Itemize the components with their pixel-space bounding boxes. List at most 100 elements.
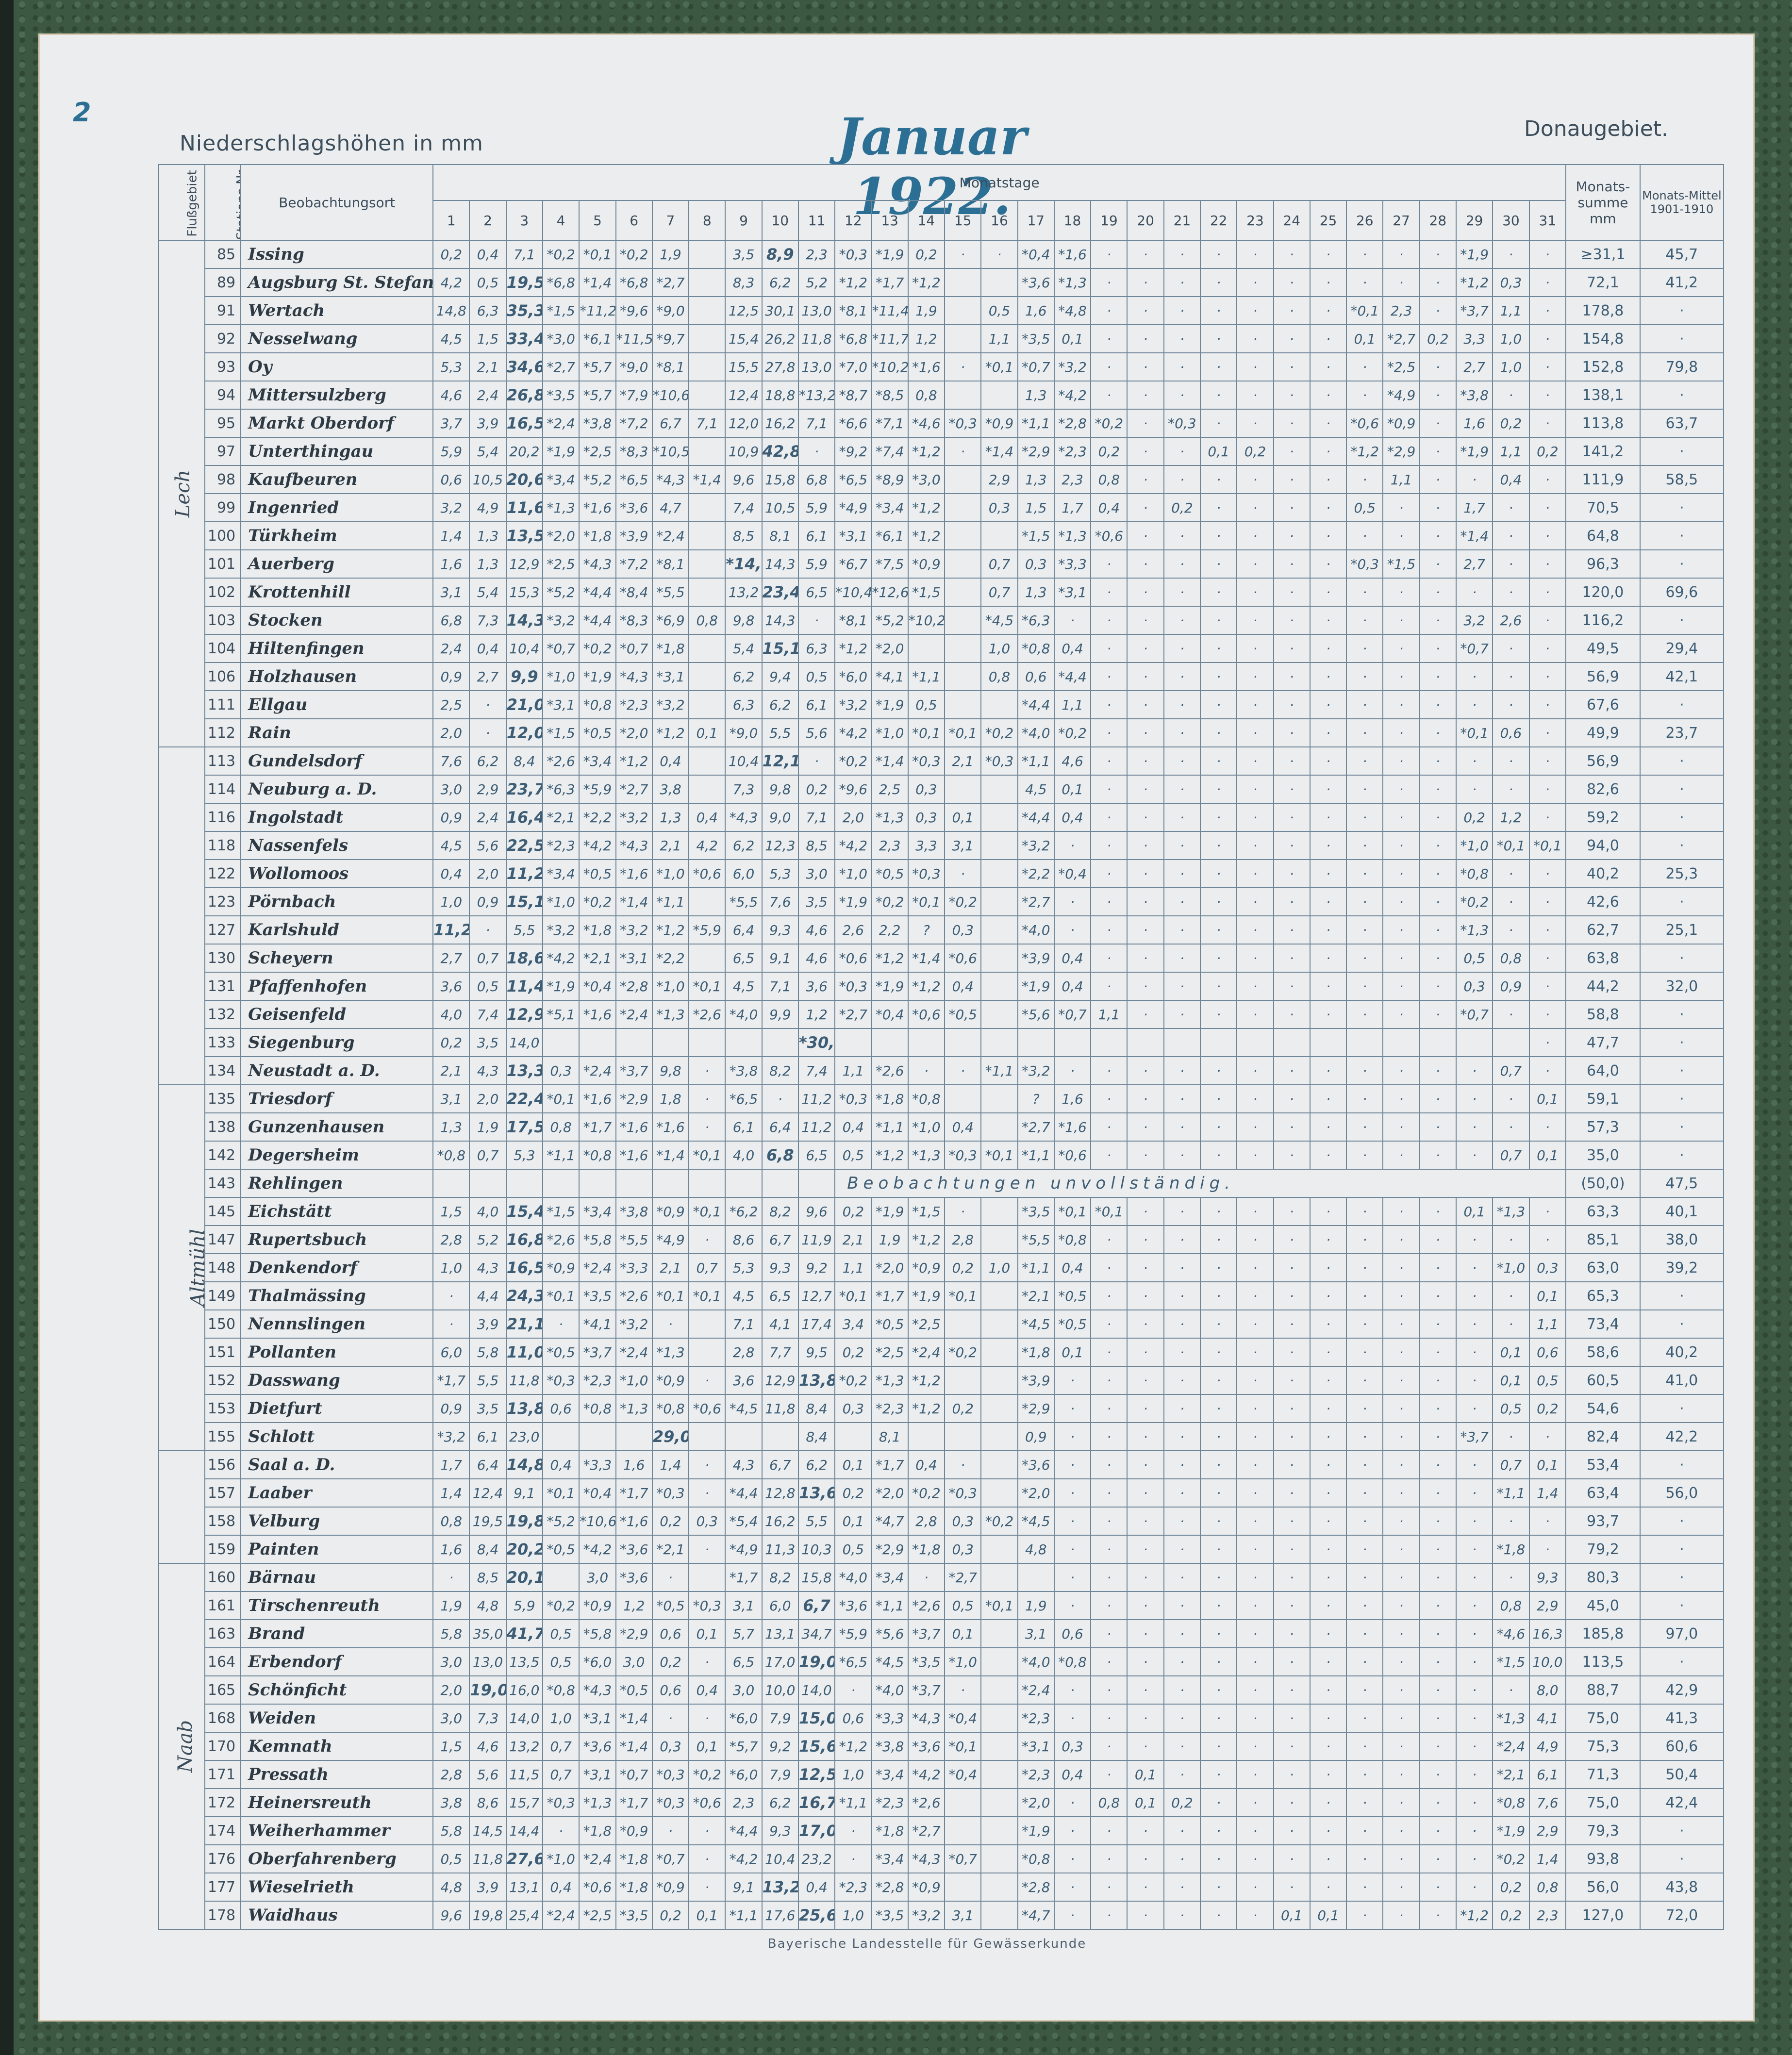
daily-value: · xyxy=(1273,1253,1311,1282)
daily-value: 3,0 xyxy=(432,1647,470,1676)
monthly-sum: 49,5 xyxy=(1565,634,1641,663)
daily-value: · xyxy=(1346,1366,1384,1395)
daily-value: · xyxy=(688,1844,726,1873)
daily-value: · xyxy=(1127,1591,1164,1620)
daily-value: 2,7 xyxy=(432,944,470,973)
daily-value: · xyxy=(1382,1788,1420,1817)
daily-value: 2,1 xyxy=(651,831,690,860)
daily-value: 0,8 xyxy=(542,1112,580,1142)
daily-value: 2,1 xyxy=(432,1056,470,1085)
daily-value: · xyxy=(1200,1394,1238,1423)
daily-value: 0,3 xyxy=(1017,549,1055,579)
daily-value: · xyxy=(1090,1619,1128,1648)
daily-value: 13,1 xyxy=(761,1619,799,1648)
daily-value: · xyxy=(1163,606,1201,635)
daily-value: *3,1 xyxy=(542,690,580,719)
daily-value: *8,1 xyxy=(834,606,872,635)
daily-value: 2,6 xyxy=(834,915,872,945)
daily-value: *1,0 xyxy=(542,662,580,691)
daily-value: 41,7 xyxy=(505,1619,543,1648)
daily-value: *0,5 xyxy=(542,1535,580,1564)
daily-value: · xyxy=(688,1478,726,1508)
daily-value: *3,5 xyxy=(579,1281,616,1310)
daily-value: *1,0 xyxy=(871,718,909,747)
daily-value: *0,1 xyxy=(944,1281,982,1310)
daily-value: · xyxy=(1163,1084,1201,1113)
daily-value: 2,7 xyxy=(469,662,507,691)
daily-value: · xyxy=(1273,521,1311,550)
daily-value: *1,9 xyxy=(1455,437,1493,466)
daily-value: *4,9 xyxy=(1382,381,1420,410)
monthly-sum: 96,3 xyxy=(1565,549,1641,579)
station-number: 164 xyxy=(204,1647,242,1676)
daily-value: 6,1 xyxy=(797,690,836,719)
daily-value: · xyxy=(1273,1591,1311,1620)
daily-value: · xyxy=(1127,1141,1164,1170)
station-name: Brand xyxy=(240,1619,434,1648)
daily-value: *8,5 xyxy=(871,381,909,410)
daily-value: · xyxy=(1200,746,1238,776)
daily-value: · xyxy=(1236,1394,1274,1423)
daily-value: · xyxy=(1309,1563,1347,1592)
daily-value: *4,9 xyxy=(834,493,872,522)
daily-value: · xyxy=(1419,352,1457,381)
daily-value: *4,6 xyxy=(907,409,946,438)
daily-value: 20,2 xyxy=(505,1535,543,1564)
footer-credit: Bayerische Landesstelle für Gewässerkund… xyxy=(767,1937,1087,1951)
daily-value: · xyxy=(1273,831,1311,860)
daily-value: · xyxy=(1200,1056,1238,1085)
monthly-mean: 56,0 xyxy=(1639,1478,1725,1508)
daily-value: · xyxy=(1127,972,1164,1001)
daily-value: 0,2 xyxy=(651,1901,690,1930)
monthly-mean: 43,8 xyxy=(1639,1873,1725,1902)
daily-value: · xyxy=(1419,859,1457,888)
daily-value: 4,0 xyxy=(469,1197,507,1226)
daily-value: · xyxy=(1382,775,1420,804)
daily-value: 8,6 xyxy=(469,1788,507,1817)
daily-value xyxy=(944,1873,982,1902)
daily-value: · xyxy=(1346,859,1384,888)
daily-value: 9,3 xyxy=(761,1253,799,1282)
daily-value: *7,5 xyxy=(871,549,909,579)
daily-value: *0,3 xyxy=(907,859,946,888)
daily-value: · xyxy=(1127,324,1164,353)
daily-value: · xyxy=(1419,437,1457,466)
daily-value: 0,3 xyxy=(651,1732,690,1761)
daily-value: *4,2 xyxy=(542,944,580,973)
daily-value: 0,1 xyxy=(1053,1338,1092,1367)
daily-value: · xyxy=(1419,1197,1457,1226)
daily-value: · xyxy=(1528,268,1567,297)
daily-value: 2,9 xyxy=(469,775,507,804)
daily-value xyxy=(980,1281,1018,1310)
daily-value: · xyxy=(432,1563,470,1592)
daily-value: · xyxy=(1090,775,1128,804)
daily-value: · xyxy=(432,1309,470,1339)
daily-value: 0,8 xyxy=(907,381,946,410)
daily-value: 0,4 xyxy=(834,1112,872,1142)
daily-value: 34,7 xyxy=(797,1619,836,1648)
daily-value: · xyxy=(1236,1507,1274,1536)
daily-value: 9,8 xyxy=(651,1056,690,1085)
daily-value: · xyxy=(1492,634,1530,663)
daily-value: · xyxy=(1236,1647,1274,1676)
daily-value: 5,5 xyxy=(505,915,543,945)
station-number: 153 xyxy=(204,1394,242,1423)
daily-value: 0,3 xyxy=(1528,1253,1567,1282)
daily-value: 14,0 xyxy=(797,1675,836,1705)
station-row: 152 Dasswang *1,7 5,5 11,8 *0,3 *2,3 *1,0 *0,9 · 3… xyxy=(159,1366,1725,1395)
daily-value: · xyxy=(1528,1225,1567,1254)
daily-value: 1,1 xyxy=(980,324,1018,353)
daily-value: *3,2 xyxy=(907,1901,946,1930)
daily-value: 0,6 xyxy=(432,465,470,494)
daily-value: 6,5 xyxy=(725,1647,763,1676)
daily-value: 0,9 xyxy=(469,887,507,916)
daily-value: 12,0 xyxy=(505,718,543,747)
daily-value: · xyxy=(1492,1084,1530,1113)
daily-value: · xyxy=(1236,1901,1274,1930)
daily-value: · xyxy=(1382,1141,1420,1170)
daily-value: · xyxy=(1163,1732,1201,1761)
daily-value: · xyxy=(1455,1535,1493,1564)
daily-value xyxy=(688,493,726,522)
daily-value: *5,8 xyxy=(579,1225,616,1254)
station-name: Saal a. D. xyxy=(240,1450,434,1479)
